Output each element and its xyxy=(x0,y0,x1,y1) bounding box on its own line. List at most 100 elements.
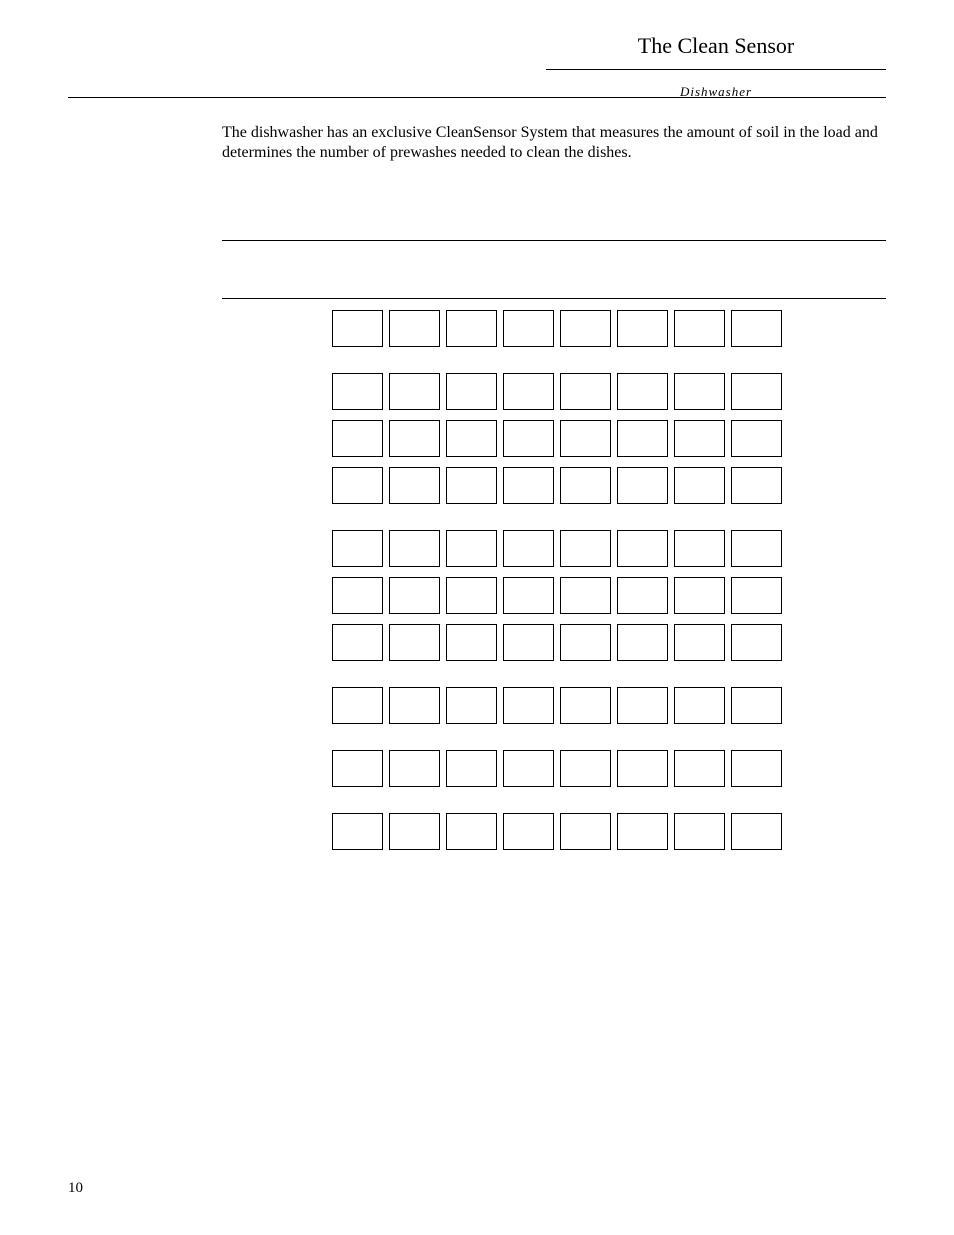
grid-cell xyxy=(617,624,668,661)
grid-group xyxy=(332,687,782,724)
grid-row xyxy=(332,467,782,504)
grid-cell xyxy=(389,420,440,457)
page: The Clean Sensor Dishwasher The dishwash… xyxy=(0,0,954,1235)
cycle-grid xyxy=(332,310,782,850)
grid-cell xyxy=(674,530,725,567)
grid-row xyxy=(332,813,782,850)
grid-cell xyxy=(731,530,782,567)
grid-cell xyxy=(446,750,497,787)
grid-cell xyxy=(560,310,611,347)
grid-cell xyxy=(674,577,725,614)
grid-cell xyxy=(389,310,440,347)
grid-cell xyxy=(389,687,440,724)
grid-row xyxy=(332,577,782,614)
grid-cell xyxy=(503,373,554,410)
grid-cell xyxy=(389,813,440,850)
grid-cell xyxy=(674,750,725,787)
grid-cell xyxy=(674,467,725,504)
section-rule-2 xyxy=(222,298,886,299)
grid-cell xyxy=(560,687,611,724)
header-rule xyxy=(68,97,886,98)
grid-cell xyxy=(503,750,554,787)
grid-cell xyxy=(731,420,782,457)
grid-cell xyxy=(446,813,497,850)
grid-cell xyxy=(332,750,383,787)
grid-cell xyxy=(332,373,383,410)
title-rule xyxy=(546,69,886,70)
grid-cell xyxy=(446,467,497,504)
grid-cell xyxy=(674,624,725,661)
grid-cell xyxy=(389,624,440,661)
grid-cell xyxy=(503,310,554,347)
grid-cell xyxy=(560,577,611,614)
grid-cell xyxy=(617,750,668,787)
title-block: The Clean Sensor Dishwasher xyxy=(546,33,886,100)
grid-cell xyxy=(389,467,440,504)
grid-cell xyxy=(389,750,440,787)
grid-row xyxy=(332,530,782,567)
grid-cell xyxy=(446,577,497,614)
page-title: The Clean Sensor xyxy=(546,33,886,65)
grid-cell xyxy=(503,577,554,614)
grid-cell xyxy=(503,624,554,661)
grid-cell xyxy=(332,577,383,614)
grid-row xyxy=(332,310,782,347)
grid-cell xyxy=(617,687,668,724)
grid-cell xyxy=(446,373,497,410)
grid-cell xyxy=(332,310,383,347)
grid-cell xyxy=(617,373,668,410)
grid-cell xyxy=(617,467,668,504)
grid-cell xyxy=(674,813,725,850)
grid-cell xyxy=(332,624,383,661)
grid-group xyxy=(332,813,782,850)
grid-cell xyxy=(731,750,782,787)
grid-cell xyxy=(674,687,725,724)
grid-cell xyxy=(560,373,611,410)
grid-cell xyxy=(332,530,383,567)
grid-cell xyxy=(389,373,440,410)
grid-cell xyxy=(503,467,554,504)
grid-cell xyxy=(731,687,782,724)
grid-cell xyxy=(446,624,497,661)
grid-group xyxy=(332,373,782,504)
grid-cell xyxy=(446,687,497,724)
grid-cell xyxy=(332,420,383,457)
grid-row xyxy=(332,750,782,787)
grid-cell xyxy=(560,420,611,457)
grid-cell xyxy=(731,624,782,661)
grid-cell xyxy=(332,467,383,504)
grid-cell xyxy=(560,813,611,850)
grid-cell xyxy=(731,467,782,504)
grid-row xyxy=(332,687,782,724)
grid-group xyxy=(332,750,782,787)
grid-cell xyxy=(560,624,611,661)
grid-cell xyxy=(731,577,782,614)
grid-cell xyxy=(389,530,440,567)
grid-cell xyxy=(617,420,668,457)
grid-cell xyxy=(560,467,611,504)
grid-cell xyxy=(674,373,725,410)
grid-cell xyxy=(332,813,383,850)
grid-row xyxy=(332,420,782,457)
grid-cell xyxy=(731,373,782,410)
page-number: 10 xyxy=(68,1180,83,1197)
grid-cell xyxy=(674,420,725,457)
grid-cell xyxy=(674,310,725,347)
body-paragraph: The dishwasher has an exclusive CleanSen… xyxy=(222,123,886,163)
grid-cell xyxy=(503,687,554,724)
grid-cell xyxy=(617,813,668,850)
grid-group xyxy=(332,310,782,347)
grid-cell xyxy=(332,687,383,724)
grid-cell xyxy=(617,530,668,567)
grid-group xyxy=(332,530,782,661)
grid-cell xyxy=(560,750,611,787)
grid-cell xyxy=(503,530,554,567)
grid-cell xyxy=(617,310,668,347)
grid-cell xyxy=(503,420,554,457)
grid-cell xyxy=(560,530,611,567)
grid-row xyxy=(332,373,782,410)
grid-cell xyxy=(446,310,497,347)
section-rule-1 xyxy=(222,240,886,241)
grid-cell xyxy=(731,813,782,850)
grid-cell xyxy=(503,813,554,850)
